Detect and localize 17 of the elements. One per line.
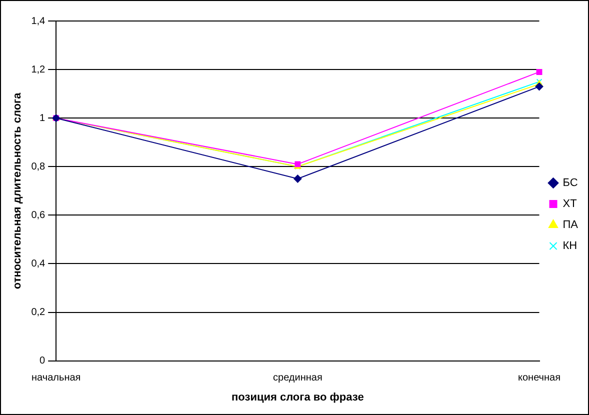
legend-label: ХТ xyxy=(562,198,578,210)
x-tick-label: срединная xyxy=(273,372,322,384)
y-tick-label: 0,2 xyxy=(31,307,46,318)
legend-label: КН xyxy=(562,240,578,252)
y-tick-label: 0,8 xyxy=(31,161,46,172)
x-tick-label: конечная xyxy=(518,372,561,384)
x-tick-label: начальная xyxy=(32,372,81,384)
y-tick-label: 0,4 xyxy=(31,258,46,270)
y-axis-title: относительная длительность слога xyxy=(12,92,24,290)
y-tick-label: 0,6 xyxy=(31,210,46,221)
y-tick-label: 1,4 xyxy=(31,16,46,27)
y-tick-label: 1 xyxy=(40,112,46,124)
x-axis-title: позиция слога во фразе xyxy=(232,391,364,404)
legend-label: БС xyxy=(562,177,578,190)
y-tick-label: 0 xyxy=(40,356,46,367)
legend-label: ПА xyxy=(562,219,579,232)
y-tick-label: 1,2 xyxy=(31,64,46,76)
